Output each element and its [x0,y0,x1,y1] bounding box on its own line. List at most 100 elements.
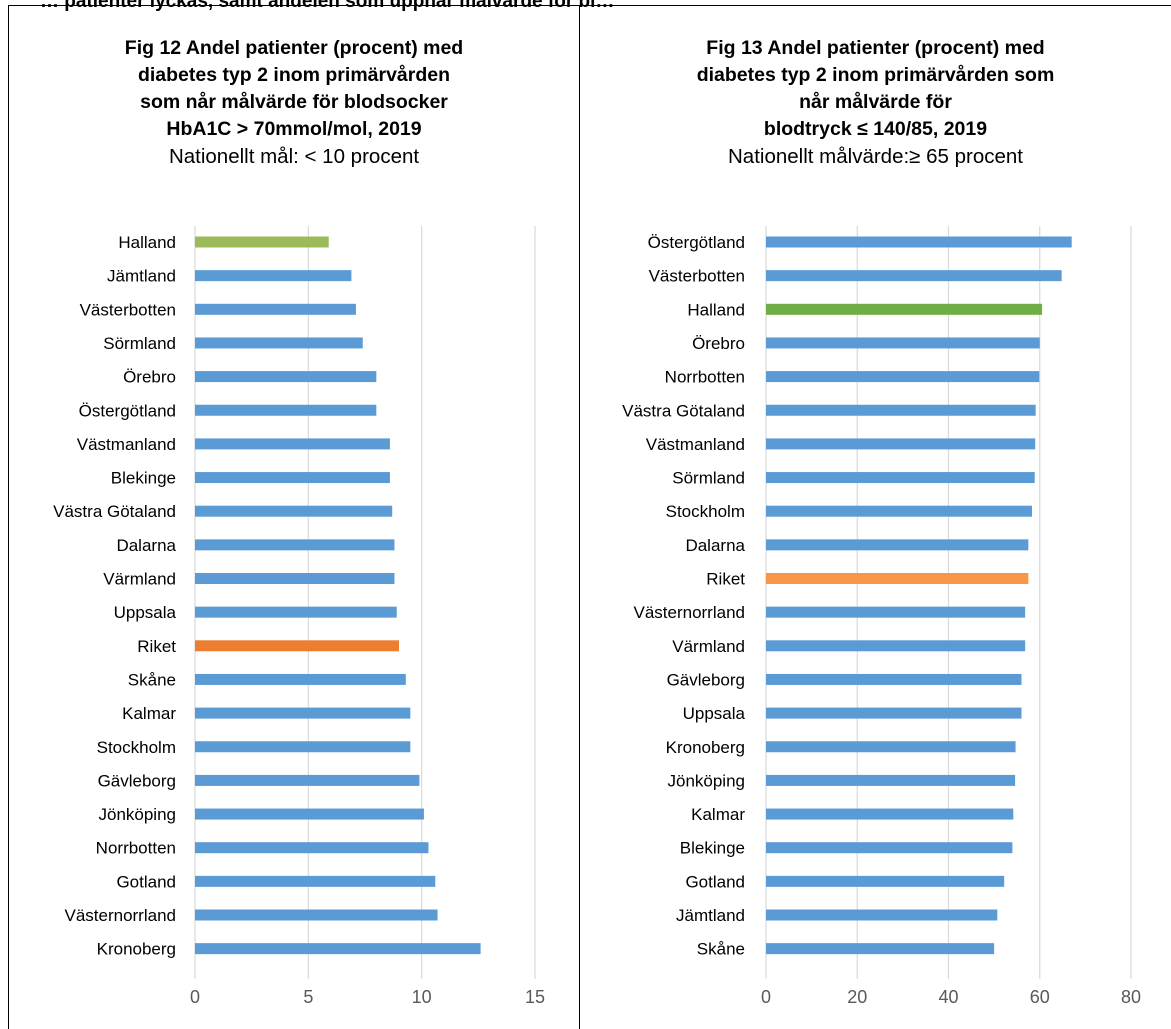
category-label: Kalmar [122,704,176,723]
bar [766,606,1026,618]
bar [766,539,1029,551]
category-label: Gotland [116,872,176,891]
title-line: når målvärde för [799,91,952,113]
bar [195,640,399,652]
bar [766,943,995,955]
category-label: Uppsala [683,704,746,723]
bar [195,371,377,383]
bar [195,707,411,719]
chart-subtitle-fig12: Nationellt mål: < 10 procent [168,145,420,168]
chart-title-fig13: Fig 13 Andel patienter (procent) med dia… [580,35,1171,170]
category-label: Riket [137,637,176,656]
category-label: Sörmland [672,469,745,488]
category-label: Skåne [697,940,745,959]
chart-title-fig12: Fig 12 Andel patienter (procent) med dia… [9,35,579,170]
bar [766,741,1016,753]
bar [195,606,397,618]
category-label: Jönköping [98,805,176,824]
category-label: Västra Götaland [53,502,176,521]
category-label: Jönköping [667,771,745,790]
bar [195,808,424,820]
x-tick-label: 10 [412,987,432,1007]
category-label: Västernorrland [633,603,745,622]
category-label: Örebro [692,334,745,353]
category-label: Norrbotten [665,368,745,387]
title-line: som når målvärde för blodsocker [140,91,448,113]
title-line: diabetes typ 2 inom primärvården [137,64,451,86]
bar [195,337,363,349]
chart-panel-fig13: Fig 13 Andel patienter (procent) med dia… [580,5,1171,1029]
category-label: Västerbotten [80,300,176,319]
bar [195,741,411,753]
bar [195,438,390,450]
category-label: Västerbotten [649,267,745,286]
title-line: Fig 12 Andel patienter (procent) med [124,37,464,59]
x-tick-label: 15 [525,987,545,1007]
title-line: diabetes typ 2 inom primärvården som [696,64,1055,86]
x-tick-label: 5 [303,987,313,1007]
bar [766,371,1040,383]
bar [195,842,429,854]
bar [766,303,1043,315]
category-label: Jämtland [676,906,745,925]
bar [766,640,1026,652]
category-label: Dalarna [116,536,176,555]
category-label: Värmland [672,637,745,656]
category-label: Örebro [123,368,176,387]
bar [195,774,420,786]
bar [195,303,356,315]
x-tick-label: 80 [1121,987,1141,1007]
bar [766,236,1072,248]
bar [195,943,481,955]
bar [766,270,1062,282]
bar [766,808,1014,820]
bar [766,337,1040,349]
category-label: Skåne [128,670,176,689]
bar [195,909,438,921]
bar [766,472,1035,484]
category-label: Halland [118,233,176,252]
bar [195,539,395,551]
x-tick-label: 0 [761,987,771,1007]
category-label: Värmland [103,570,176,589]
x-tick-label: 40 [938,987,958,1007]
bar [766,707,1022,719]
category-label: Västernorrland [64,906,176,925]
bar [766,774,1016,786]
category-label: Stockholm [666,502,745,521]
category-label: Västmanland [646,435,745,454]
chart-panel-fig12: Fig 12 Andel patienter (procent) med dia… [8,5,580,1029]
category-label: Blekinge [680,839,745,858]
chart-subtitle-fig13: Nationellt målvärde:≥ 65 procent [728,145,1023,168]
bar-chart-fig12: Halland Jämtland Västerbotten Sörmland Örebr… [53,226,545,1007]
category-label: Gotland [685,872,745,891]
bar [766,842,1013,854]
bar [766,909,998,921]
x-tick-label: 60 [1030,987,1050,1007]
category-label: Riket [706,570,745,589]
bar-chart-fig13: Östergötland Västerbotten Halland Örebro Nor… [622,226,1141,1007]
bar [766,505,1032,517]
x-tick-label: 0 [190,987,200,1007]
category-label: Jämtland [107,267,176,286]
category-label: Gävleborg [667,670,745,689]
category-label: Stockholm [97,738,176,757]
category-label: Västmanland [77,435,176,454]
bar [766,673,1022,685]
category-label: Dalarna [685,536,745,555]
x-tick-label: 20 [847,987,867,1007]
category-label: Gävleborg [98,771,176,790]
bar [195,673,406,685]
category-label: Kronoberg [666,738,745,757]
page-header-fragment: … patienter lyckas, samt andelen som upp… [40,0,615,12]
category-label: Kalmar [691,805,745,824]
bar [766,573,1029,584]
category-label: Norrbotten [96,839,176,858]
bar [195,573,395,584]
category-label: Halland [687,300,745,319]
bar [195,236,329,248]
category-label: Östergötland [79,401,176,420]
bar [195,875,436,887]
category-label: Uppsala [114,603,177,622]
title-line: blodtryck ≤ 140/85, 2019 [763,118,988,140]
